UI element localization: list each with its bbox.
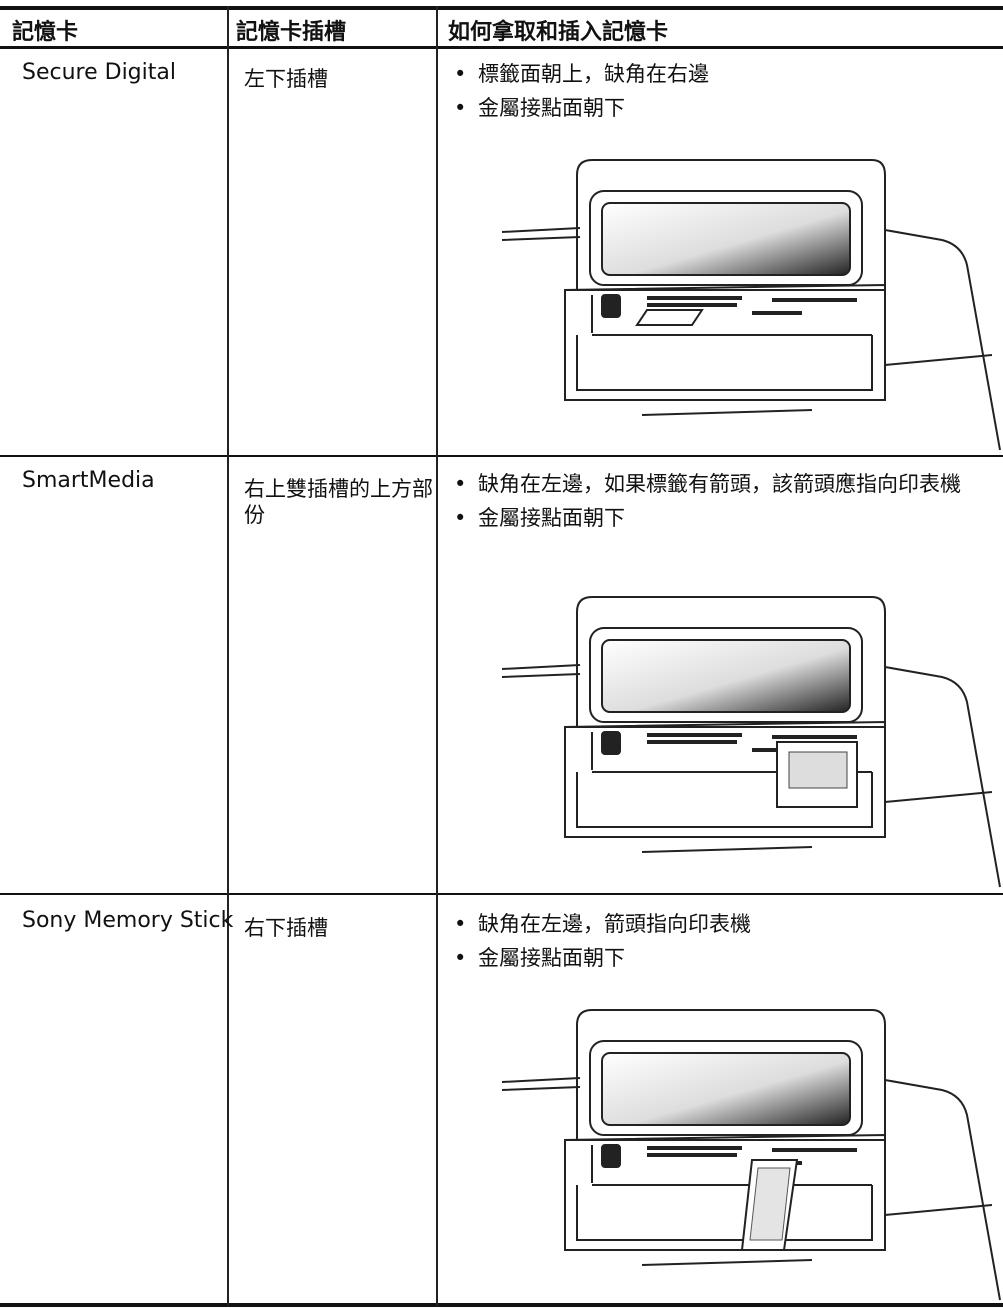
- instructions: 標籤面朝上，缺角在右邊 金屬接點面朝下: [452, 60, 992, 128]
- card-name: Sony Memory Stick: [22, 908, 234, 933]
- instruction: 缺角在左邊，如果標籤有箭頭，該箭頭應指向印表機: [452, 470, 992, 498]
- rule: [0, 893, 1003, 895]
- rule: [0, 6, 1003, 10]
- header-cell: 記憶卡插槽: [236, 20, 347, 45]
- instruction: 缺角在左邊，箭頭指向印表機: [452, 910, 992, 938]
- column-line: [436, 6, 438, 1306]
- instruction: 金屬接點面朝下: [452, 504, 992, 532]
- header-cell: 記憶卡: [12, 20, 79, 45]
- slot: 右上雙插槽的上方部份: [244, 477, 433, 527]
- instructions: 缺角在左邊，如果標籤有箭頭，該箭頭應指向印表機 金屬接點面朝下: [452, 470, 992, 538]
- card-name: SmartMedia: [22, 468, 155, 493]
- illustration: [452, 1005, 1003, 1305]
- slot: 左下插槽: [244, 67, 328, 91]
- card-name: Secure Digital: [22, 60, 176, 85]
- rule: [0, 455, 1003, 457]
- instruction: 金屬接點面朝下: [452, 944, 992, 972]
- illustration: [452, 592, 1003, 892]
- slot: 右下插槽: [244, 916, 328, 940]
- instructions: 缺角在左邊，箭頭指向印表機 金屬接點面朝下: [452, 910, 992, 978]
- column-line: [227, 6, 229, 1306]
- rule: [0, 1303, 1003, 1307]
- instruction: 金屬接點面朝下: [452, 94, 992, 122]
- illustration: [452, 155, 1003, 455]
- header-cell: 如何拿取和插入記憶卡: [448, 20, 669, 45]
- rule: [0, 46, 1003, 49]
- instruction: 標籤面朝上，缺角在右邊: [452, 60, 992, 88]
